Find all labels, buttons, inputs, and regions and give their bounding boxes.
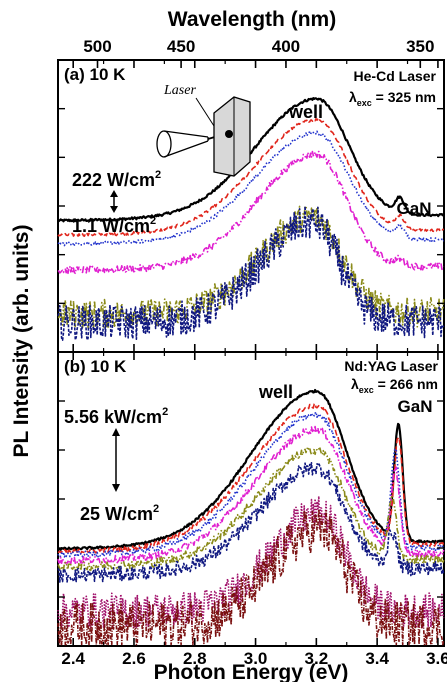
panel-b-laser-name: Nd:YAG Laser bbox=[344, 358, 438, 374]
x-tick-label: 2.6 bbox=[122, 649, 146, 668]
top-axis-tick-label: 450 bbox=[167, 37, 195, 56]
panel-b-series-4-line bbox=[57, 425, 445, 565]
panel-a-series-2-line bbox=[57, 117, 445, 237]
top-axis-title: Wavelength (nm) bbox=[168, 8, 336, 31]
x-tick-label: 3.2 bbox=[305, 649, 329, 668]
x-tick-label: 3.0 bbox=[244, 649, 268, 668]
x-axis-title: Photon Energy (eV) bbox=[154, 661, 349, 682]
top-axis-tick-label: 350 bbox=[406, 37, 434, 56]
panel-b-series-5-line bbox=[57, 446, 445, 572]
y-axis-title: PL Intensity (arb. units) bbox=[10, 225, 33, 458]
panel-b-series-3-line bbox=[57, 411, 445, 558]
panel-b-series-8-line bbox=[57, 508, 445, 646]
panel-a-laser-name: He-Cd Laser bbox=[354, 68, 437, 84]
panel-b-series bbox=[57, 388, 445, 646]
panel-a-power-low: 1.1 W/cm2 bbox=[72, 215, 156, 236]
panel-b-power-arrow bbox=[112, 428, 120, 492]
panel-b-label: (b) 10 K bbox=[64, 357, 127, 376]
inset-laser-label: Laser bbox=[163, 83, 196, 98]
x-tick-label: 2.4 bbox=[61, 649, 85, 668]
panel-b-series-2-line bbox=[57, 402, 445, 555]
panel-a-power-high: 222 W/cm2 bbox=[72, 169, 161, 190]
panel-b-series-6-line bbox=[57, 461, 445, 583]
panel-a-laser-wavelength: λexc = 325 nm bbox=[349, 89, 436, 108]
x-tick-label: 2.8 bbox=[183, 649, 207, 668]
bottom-axis-tick-labels: 2.4 2.6 2.8 3.0 3.2 3.4 3.6 bbox=[61, 649, 447, 668]
panel-b-power-high: 5.56 kW/cm2 bbox=[64, 406, 168, 427]
axis-ticks bbox=[58, 60, 444, 646]
panel-a-series-4-line bbox=[57, 150, 445, 275]
x-tick-label: 3.6 bbox=[426, 649, 447, 668]
panel-a-series bbox=[57, 96, 445, 342]
panel-a-power-arrow bbox=[110, 190, 118, 213]
panel-b-power-low: 25 W/cm2 bbox=[80, 503, 159, 524]
panel-a-well-label: well bbox=[288, 102, 323, 122]
x-tick-label: 3.4 bbox=[365, 649, 389, 668]
panel-a-series-1-line bbox=[57, 96, 445, 223]
panel-b-gan-label: GaN bbox=[398, 397, 433, 416]
top-axis-tick-label: 400 bbox=[272, 37, 300, 56]
panel-a-gan-label: GaN bbox=[397, 199, 432, 218]
top-axis-ticks: 500 450 400 350 bbox=[83, 37, 434, 68]
panel-b-series-1-line bbox=[57, 388, 445, 551]
panel-b-well-label: well bbox=[258, 382, 293, 402]
panel-b-laser-wavelength: λexc = 266 nm bbox=[351, 376, 438, 395]
laser-sample-illustration: Laser bbox=[156, 83, 251, 177]
top-axis-tick-label: 500 bbox=[83, 37, 111, 56]
panel-a-label: (a) 10 K bbox=[64, 65, 126, 84]
